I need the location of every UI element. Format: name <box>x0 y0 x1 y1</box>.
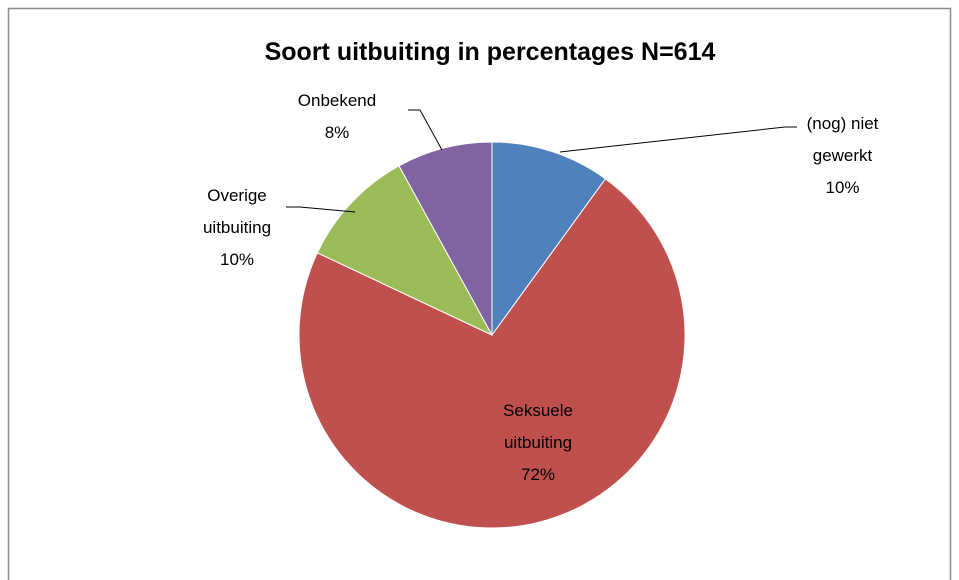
pie <box>298 141 686 529</box>
slice-label: Onbekend 8% <box>282 85 392 149</box>
leader-line <box>286 206 356 213</box>
value-label: 72% <box>520 465 556 484</box>
value-label: 10% <box>219 250 255 269</box>
chart-title: Soort uitbuiting in percentages N=614 <box>264 38 716 66</box>
value-label: 10% <box>825 178 860 197</box>
category-label: Seksuele uitbuiting <box>503 401 573 452</box>
slice-label: Seksuele uitbuiting 72% <box>483 395 593 491</box>
leader-line <box>559 126 797 153</box>
category-label: (nog) niet gewerkt <box>806 114 879 165</box>
value-label: 8% <box>324 123 350 142</box>
pie-slice <box>398 141 493 336</box>
pie-slice <box>298 178 686 529</box>
leader-line <box>408 109 443 151</box>
category-label: Overige uitbuiting <box>202 186 272 237</box>
category-label: Onbekend <box>297 91 377 110</box>
slice-label: (nog) niet gewerkt 10% <box>785 108 900 204</box>
pie-slice <box>491 141 607 337</box>
leader-lines <box>286 109 797 213</box>
slice-label: Overige uitbuiting 10% <box>182 180 292 276</box>
pie-slice <box>316 165 494 337</box>
